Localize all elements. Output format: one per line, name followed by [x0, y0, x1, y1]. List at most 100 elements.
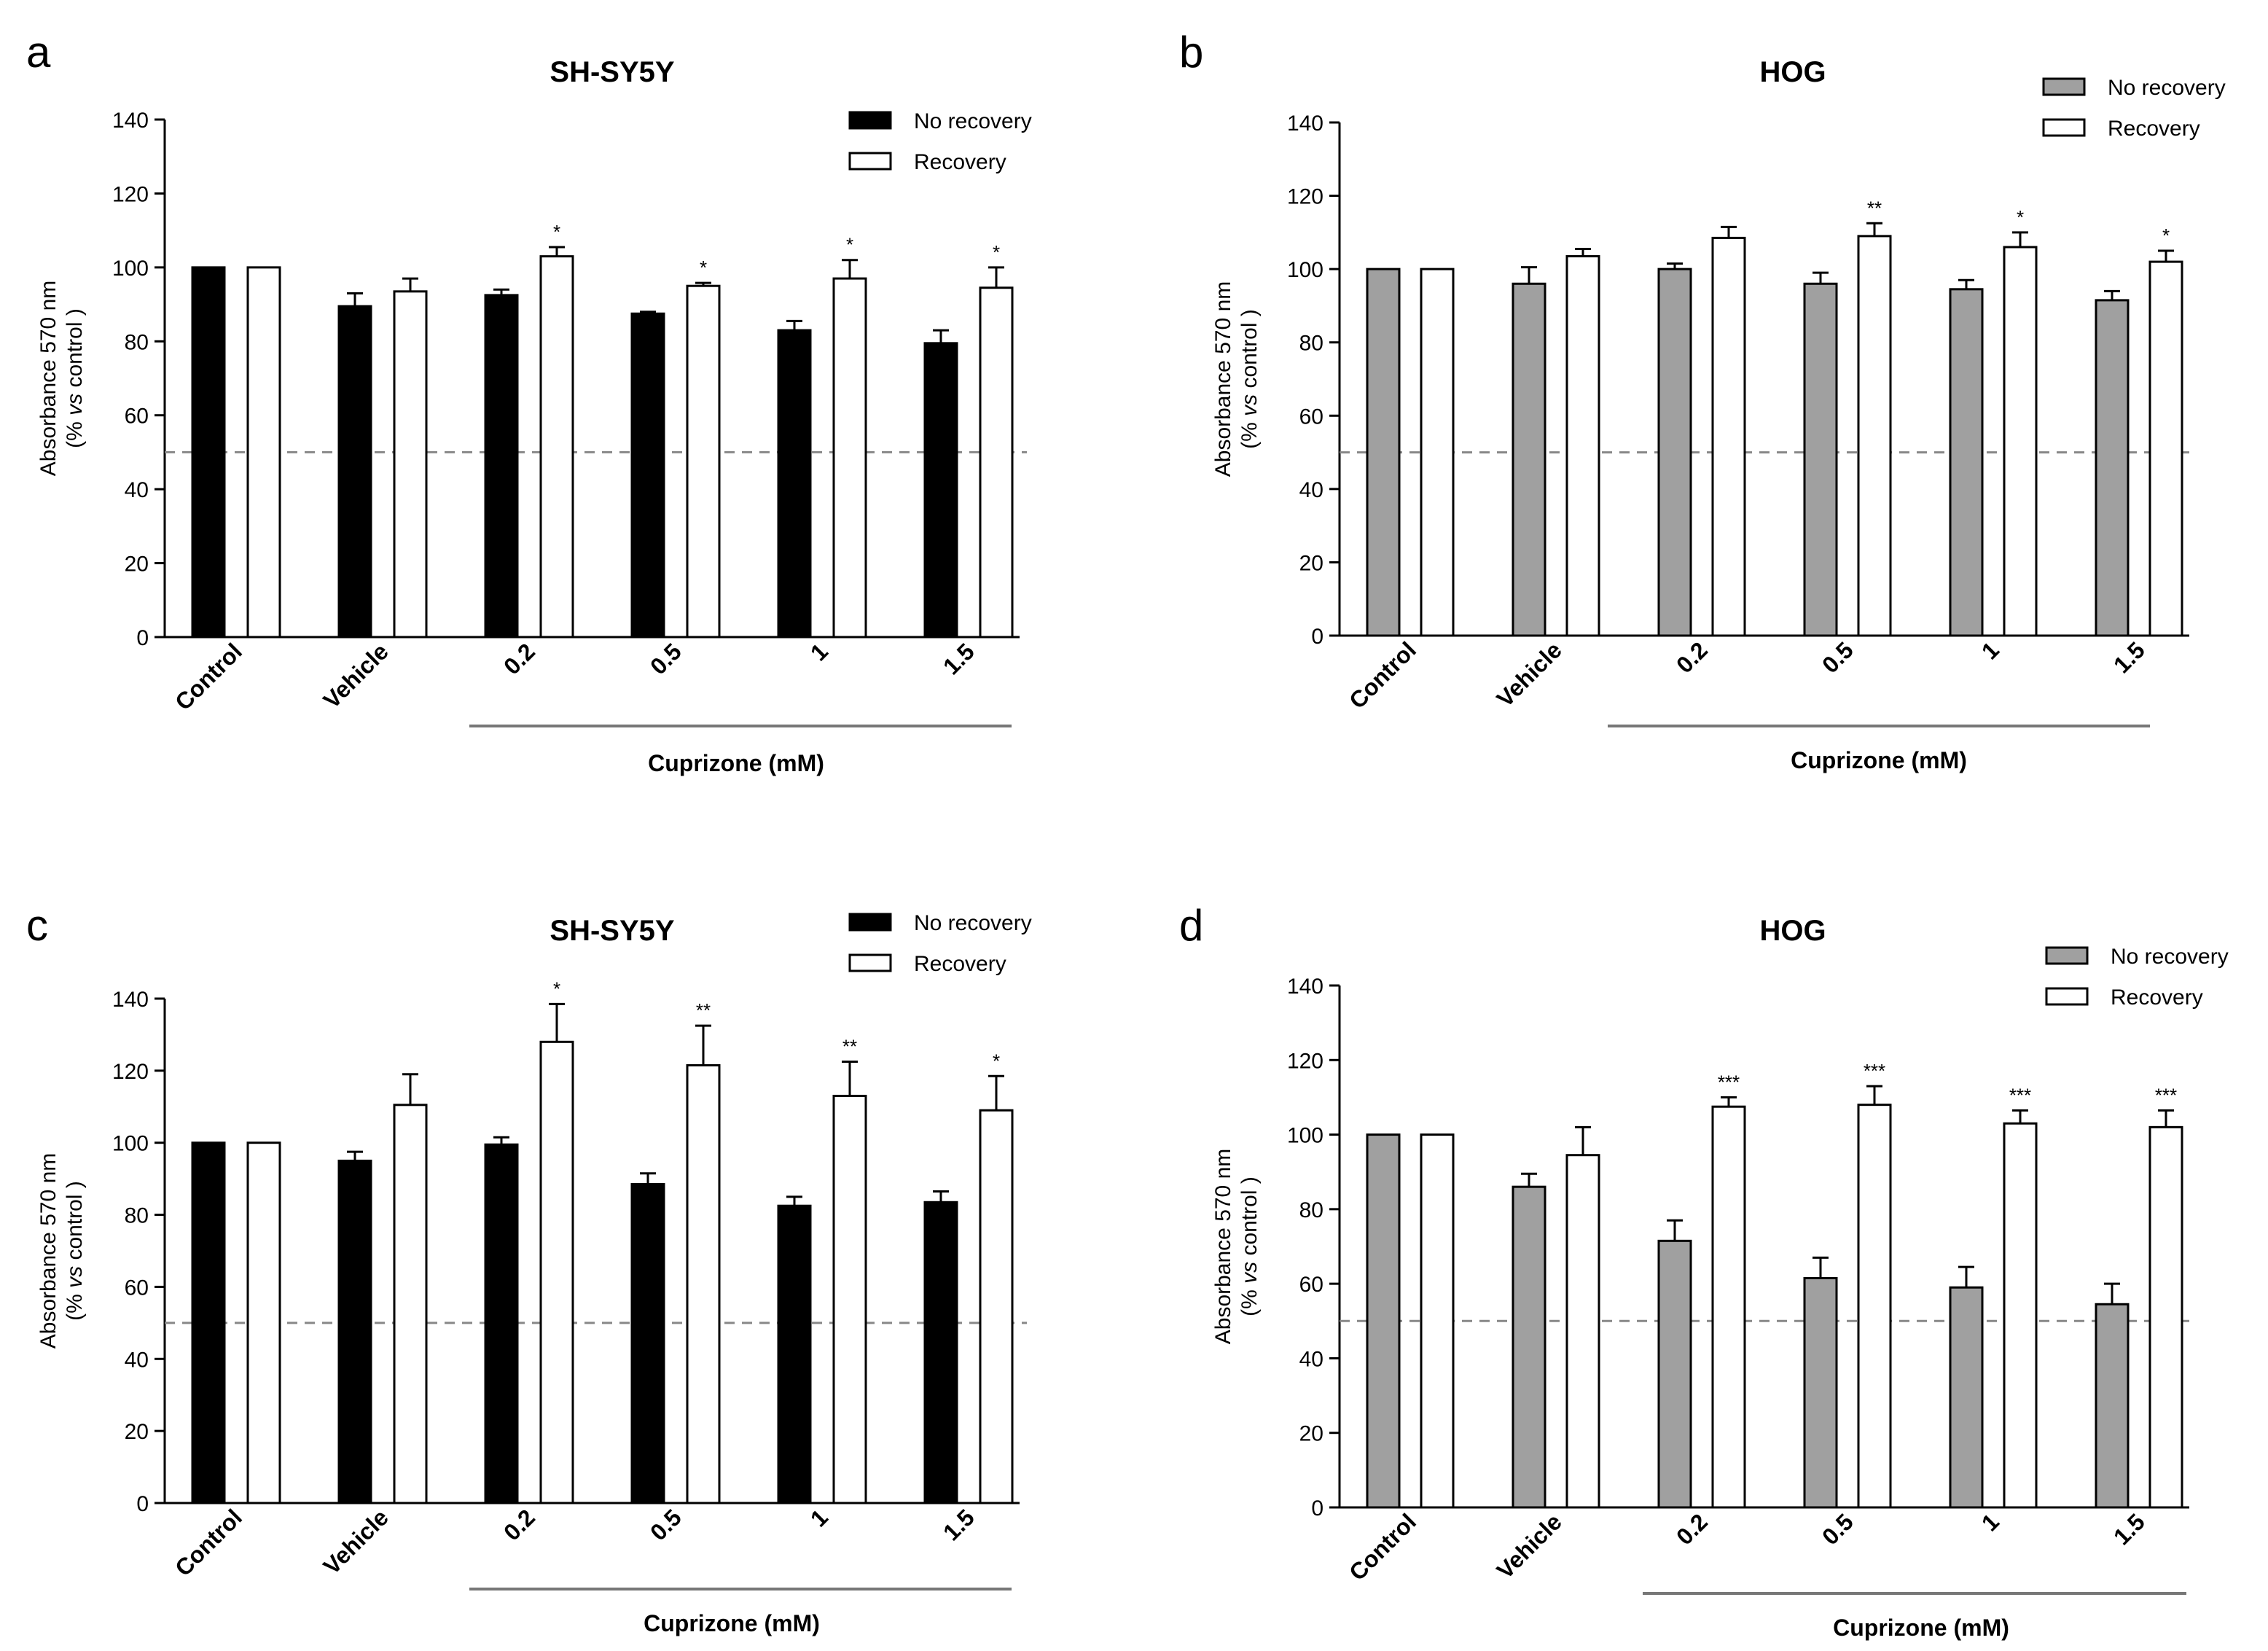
y-axis-sublabel: (% vs control ) — [1237, 1176, 1262, 1316]
bar-recovery — [1711, 236, 1746, 637]
significance-marker: ** — [696, 999, 711, 1021]
y-axis-sublabel-prefix: (% — [63, 1288, 87, 1321]
bar-no-recovery — [2095, 299, 2130, 637]
y-axis-sublabel-italic: vs — [63, 1266, 87, 1288]
bar-recovery — [1420, 1133, 1455, 1509]
bar-no-recovery — [191, 266, 226, 639]
bar-no-recovery — [1657, 1239, 1692, 1509]
y-tick-label: 60 — [125, 405, 149, 429]
bar-recovery — [686, 284, 721, 639]
legend-swatch-recovery — [848, 152, 892, 171]
bar-recovery — [2148, 1125, 2183, 1509]
x-tick-label: 0.5 — [645, 638, 687, 679]
significance-marker: ** — [842, 1036, 857, 1058]
x-tick-label: 0.2 — [498, 1504, 540, 1545]
bar-no-recovery — [1512, 1185, 1546, 1509]
bar-recovery — [246, 1141, 281, 1504]
y-axis-sublabel-suffix: control ) — [63, 308, 87, 394]
panel-letter: b — [1179, 28, 1203, 77]
panel-letter: d — [1179, 901, 1203, 950]
y-axis-sublabel-italic: vs — [1237, 394, 1262, 416]
x-tick-label: Vehicle — [1492, 1508, 1567, 1583]
bar-no-recovery — [2095, 1303, 2130, 1509]
significance-marker: * — [553, 977, 560, 999]
y-tick-label: 100 — [112, 1132, 149, 1156]
y-axis-label: Absorbance 570 nm — [36, 1153, 60, 1349]
y-tick-label: 40 — [1299, 1347, 1323, 1371]
bar-no-recovery — [1366, 268, 1401, 637]
y-tick-label: 100 — [1287, 258, 1323, 282]
y-axis-label: Absorbance 570 nm — [1211, 281, 1235, 477]
y-tick-label: 60 — [125, 1276, 149, 1300]
y-tick-label: 80 — [1299, 1198, 1323, 1222]
bar-no-recovery — [1366, 1133, 1401, 1509]
bar-recovery — [979, 1109, 1014, 1504]
legend-label: No recovery — [2108, 76, 2226, 100]
bar-no-recovery — [484, 294, 519, 639]
x-tick-label: 0.5 — [1817, 636, 1858, 678]
y-tick-label: 140 — [112, 109, 149, 133]
y-tick-label: 0 — [1311, 625, 1323, 649]
significance-marker: *** — [2009, 1084, 2031, 1106]
panel-a: a SH-SY5Y 0 20 40 60 80 100 120 140 Absorbance 570… — [26, 28, 1032, 776]
bar-recovery — [539, 1040, 574, 1504]
bar-recovery — [1711, 1105, 1746, 1509]
y-tick-label: 0 — [136, 1492, 149, 1516]
x-tick-label: 0.2 — [1671, 636, 1713, 678]
y-tick-label: 100 — [1287, 1124, 1323, 1148]
bar-recovery — [686, 1063, 721, 1504]
y-tick-label: 60 — [1299, 405, 1323, 429]
x-tick-label: Control — [170, 1504, 247, 1581]
x-axis-group-label: Cuprizone (mM) — [1833, 1615, 2009, 1641]
y-axis-sublabel-suffix: control ) — [63, 1181, 87, 1266]
bar-no-recovery — [1657, 268, 1692, 637]
bar-recovery — [2003, 1122, 2038, 1509]
bar-no-recovery — [777, 1204, 812, 1504]
y-tick-label: 40 — [125, 1348, 149, 1372]
y-axis-label: Absorbance 570 nm — [1211, 1149, 1235, 1345]
significance-marker: * — [846, 234, 853, 256]
y-axis-label: Absorbance 570 nm — [36, 281, 60, 477]
x-tick-label: Vehicle — [1492, 636, 1567, 711]
bar-recovery — [1857, 1104, 1892, 1509]
chart-title: SH-SY5Y — [550, 56, 674, 88]
legend-swatch-no-recovery — [848, 111, 892, 130]
bar-recovery — [979, 286, 1014, 639]
panel-letter: c — [26, 901, 48, 950]
x-axis-group-label: Cuprizone (mM) — [648, 750, 824, 776]
legend-label: Recovery — [2108, 117, 2200, 141]
y-axis-sublabel-suffix: control ) — [1237, 309, 1262, 394]
panel-c: c SH-SY5Y 0 20 40 60 80 100 120 140 Absorbance 570… — [26, 901, 1032, 1636]
legend-swatch-no-recovery — [848, 913, 892, 932]
x-tick-label: 1 — [1976, 1508, 2004, 1536]
y-tick-label: 80 — [1299, 332, 1323, 356]
bar-recovery — [2003, 246, 2038, 637]
bar-no-recovery — [337, 1159, 372, 1504]
x-tick-label: Vehicle — [318, 1504, 394, 1579]
legend-swatch-recovery — [848, 953, 892, 972]
y-axis-sublabel-prefix: (% — [1237, 1284, 1262, 1316]
bar-recovery — [1565, 1154, 1600, 1509]
legend-swatch-no-recovery — [2045, 946, 2089, 965]
x-tick-label: 1 — [1976, 636, 2004, 664]
y-tick-label: 20 — [1299, 551, 1323, 575]
x-tick-label: Vehicle — [318, 638, 394, 713]
bar-recovery — [1420, 268, 1455, 637]
bar-no-recovery — [777, 329, 812, 639]
y-tick-label: 60 — [1299, 1273, 1323, 1297]
x-tick-label: Control — [1344, 636, 1421, 714]
bar-no-recovery — [1949, 288, 1984, 637]
x-tick-label: 0.2 — [1671, 1508, 1713, 1550]
bar-no-recovery — [1803, 282, 1838, 637]
bar-recovery — [2148, 260, 2183, 637]
significance-marker: * — [993, 1050, 1000, 1072]
x-tick-label: Control — [170, 638, 247, 715]
y-tick-label: 120 — [112, 1060, 149, 1084]
y-tick-label: 80 — [125, 1204, 149, 1228]
legend-label: No recovery — [914, 911, 1032, 935]
panel-letter: a — [26, 28, 51, 77]
x-tick-label: Control — [1344, 1508, 1421, 1585]
chart-title: HOG — [1759, 915, 1826, 947]
y-axis-sublabel-prefix: (% — [63, 415, 87, 448]
y-axis-sublabel: (% vs control ) — [1237, 309, 1262, 449]
